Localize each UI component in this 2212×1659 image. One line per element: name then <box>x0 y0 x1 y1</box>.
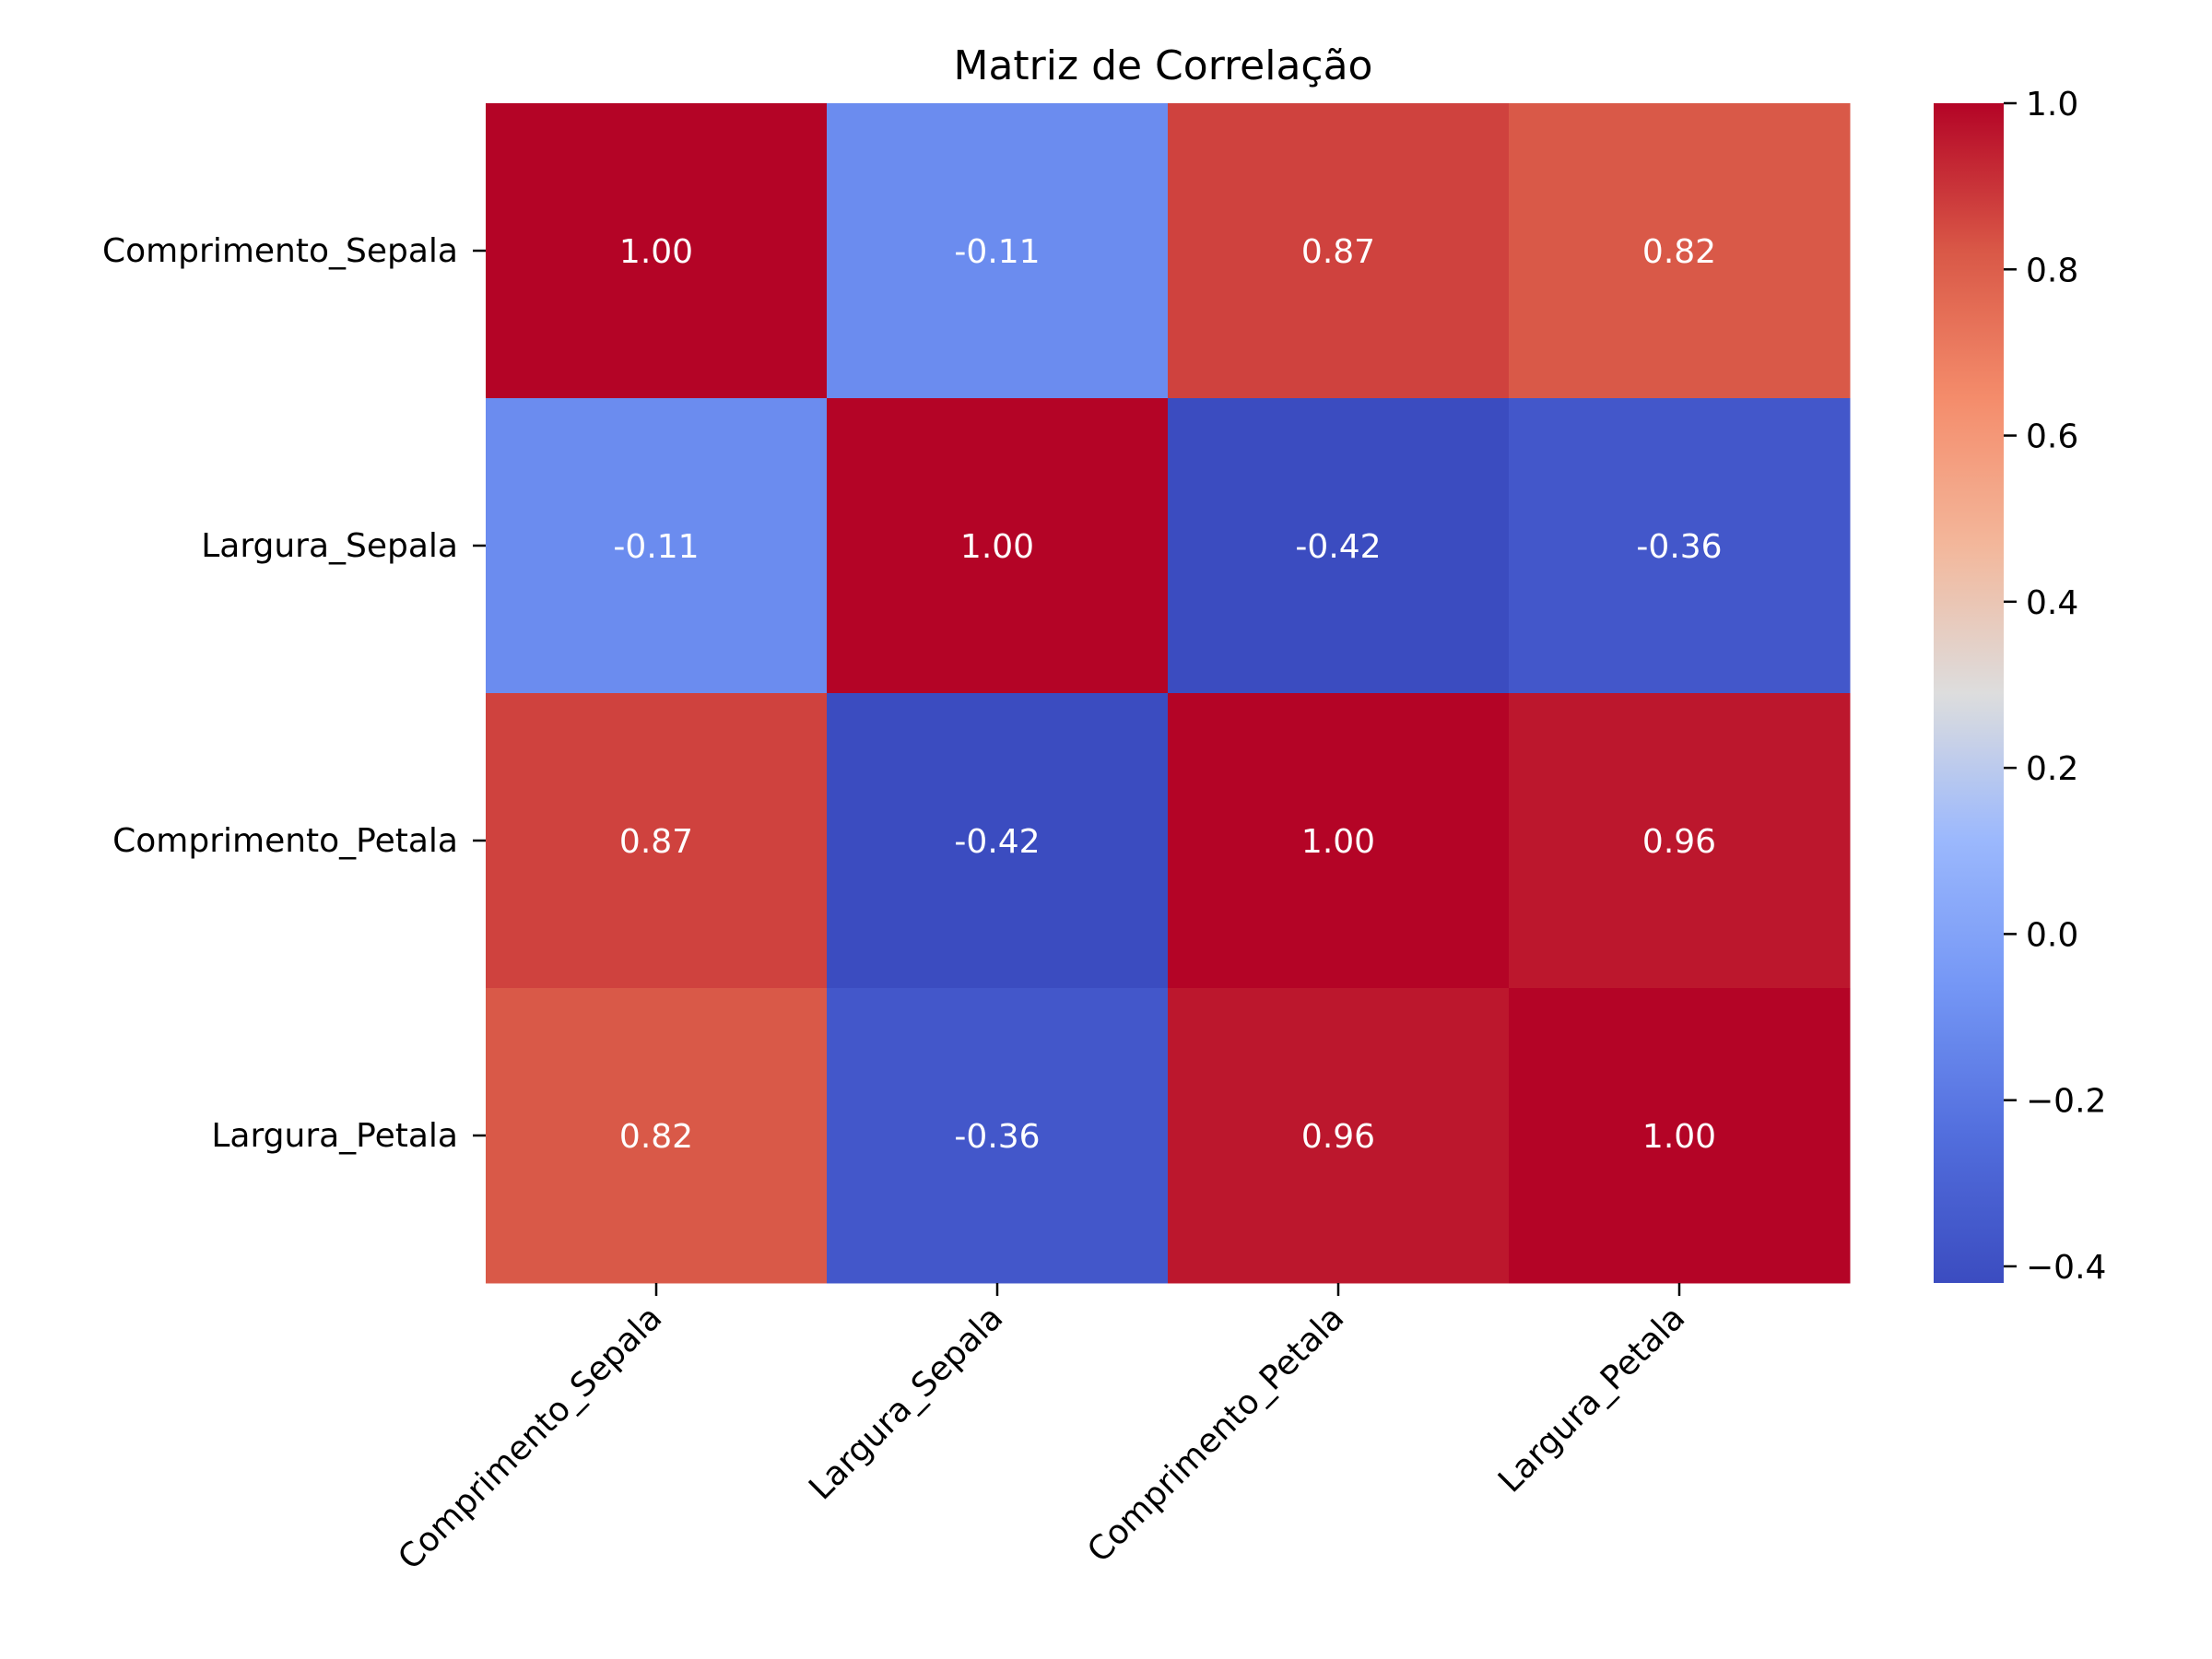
heatmap-cell <box>1168 398 1510 694</box>
heatmap-cell <box>827 693 1169 989</box>
colorbar-tick-label: −0.2 <box>2026 1083 2106 1121</box>
cell-value-label: 1.00 <box>1301 823 1375 861</box>
colorbar-tick-label: 0.6 <box>2026 418 2078 456</box>
heatmap-cell <box>1509 988 1851 1284</box>
cell-value-label: -0.36 <box>1636 528 1722 566</box>
heatmap-cell <box>1509 103 1851 399</box>
cell-value-label: -0.36 <box>954 1118 1040 1156</box>
cell-value-label: 1.00 <box>619 233 693 271</box>
colorbar-tick-label: 0.4 <box>2026 584 2078 622</box>
colorbar-tick-label: −0.4 <box>2026 1249 2106 1287</box>
cell-value-label: 0.87 <box>619 823 693 861</box>
column-labels: Comprimento_Sepala Largura_Sepala Comprime… <box>391 1283 1692 1577</box>
heatmap-cell <box>1168 988 1510 1284</box>
cell-value-label: 0.96 <box>1301 1118 1375 1156</box>
cell-value-label: 0.96 <box>1642 823 1716 861</box>
row-labels: Comprimento_Sepala Largura_Sepala Comprime… <box>102 232 486 1155</box>
colorbar-tick-label: 0.8 <box>2026 252 2078 289</box>
cell-value-label: 1.00 <box>1642 1118 1716 1156</box>
colorbar-tick-label: 1.0 <box>2026 86 2078 124</box>
heatmap-cells: 1.00 -0.11 0.87 0.82 -0.11 1.00 -0.42 -0.36 0.87… <box>486 103 1851 1284</box>
heatmap-cell <box>1509 398 1851 694</box>
heatmap-cell <box>486 103 828 399</box>
x-tick-label: Largura_Petala <box>1491 1299 1692 1500</box>
heatmap-cell <box>1168 103 1510 399</box>
chart-title: Matriz de Correlação <box>954 42 1373 89</box>
cell-value-label: -0.11 <box>613 528 699 566</box>
heatmap-cell <box>486 693 828 989</box>
colorbar-tick-label: 0.0 <box>2026 916 2078 954</box>
x-tick-label: Comprimento_Sepala <box>391 1299 669 1577</box>
cell-value-label: 0.82 <box>1642 233 1716 271</box>
heatmap-cell <box>827 988 1169 1284</box>
y-tick-label: Largura_Petala <box>211 1117 458 1155</box>
heatmap-cell <box>1168 693 1510 989</box>
x-tick-label: Comprimento_Petala <box>1080 1299 1351 1570</box>
heatmap-cell <box>486 398 828 694</box>
heatmap-cell <box>486 988 828 1284</box>
cell-value-label: -0.42 <box>954 823 1040 861</box>
y-tick-label: Comprimento_Sepala <box>102 232 458 270</box>
y-tick-label: Comprimento_Petala <box>112 822 458 860</box>
colorbar-tick-label: 0.2 <box>2026 750 2078 788</box>
y-tick-label: Largura_Sepala <box>201 527 458 565</box>
colorbar: 1.0 0.8 0.6 0.4 0.2 0.0 −0.2 −0.4 <box>1934 86 2106 1287</box>
cell-value-label: 0.87 <box>1301 233 1375 271</box>
heatmap-cell <box>1509 693 1851 989</box>
cell-value-label: -0.42 <box>1295 528 1381 566</box>
colorbar-gradient <box>1934 103 2004 1283</box>
x-tick-label: Largura_Sepala <box>802 1299 1010 1507</box>
cell-value-label: -0.11 <box>954 233 1040 271</box>
cell-value-label: 0.82 <box>619 1118 693 1156</box>
heatmap-cell <box>827 103 1169 399</box>
heatmap-cell <box>827 398 1169 694</box>
cell-value-label: 1.00 <box>960 528 1034 566</box>
